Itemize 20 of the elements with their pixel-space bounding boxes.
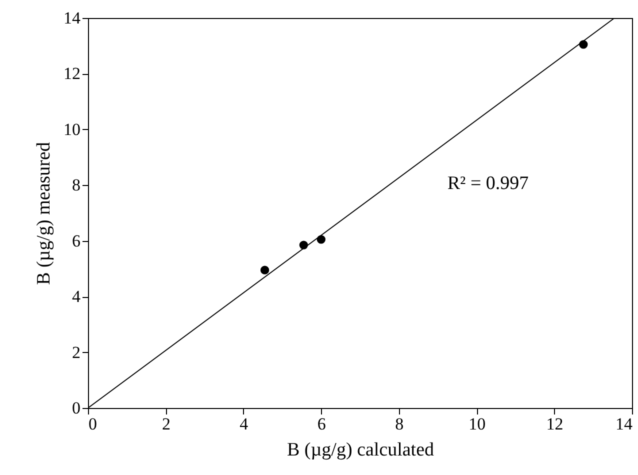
y-tick-label: 2 [72,342,80,362]
x-tick-label: 2 [162,414,170,434]
y-tick-label: 10 [64,120,80,139]
x-tick-label: 0 [88,414,97,434]
y-tick-label: 12 [64,64,80,84]
point [260,266,270,274]
y-tick-label: 4 [72,287,81,306]
x-tick-label: 10 [468,414,486,434]
y-axis-title: B (µg/g) measured [34,142,54,285]
x-tick-label: 14 [616,414,633,434]
y-tick-label: 8 [72,176,80,195]
y-tick-label: 0 [72,398,80,418]
annotation: R² = 0.997 [447,173,529,194]
x-tick-label: 8 [395,414,404,434]
x-tick-label: 6 [317,414,326,434]
x-tick-label: 12 [546,414,564,434]
y-tick-label: 6 [72,231,80,250]
x-tick-label: 4 [240,414,249,434]
x-axis-title: B (µg/g) calculated [286,440,435,460]
y-tick-label: 14 [64,8,81,28]
